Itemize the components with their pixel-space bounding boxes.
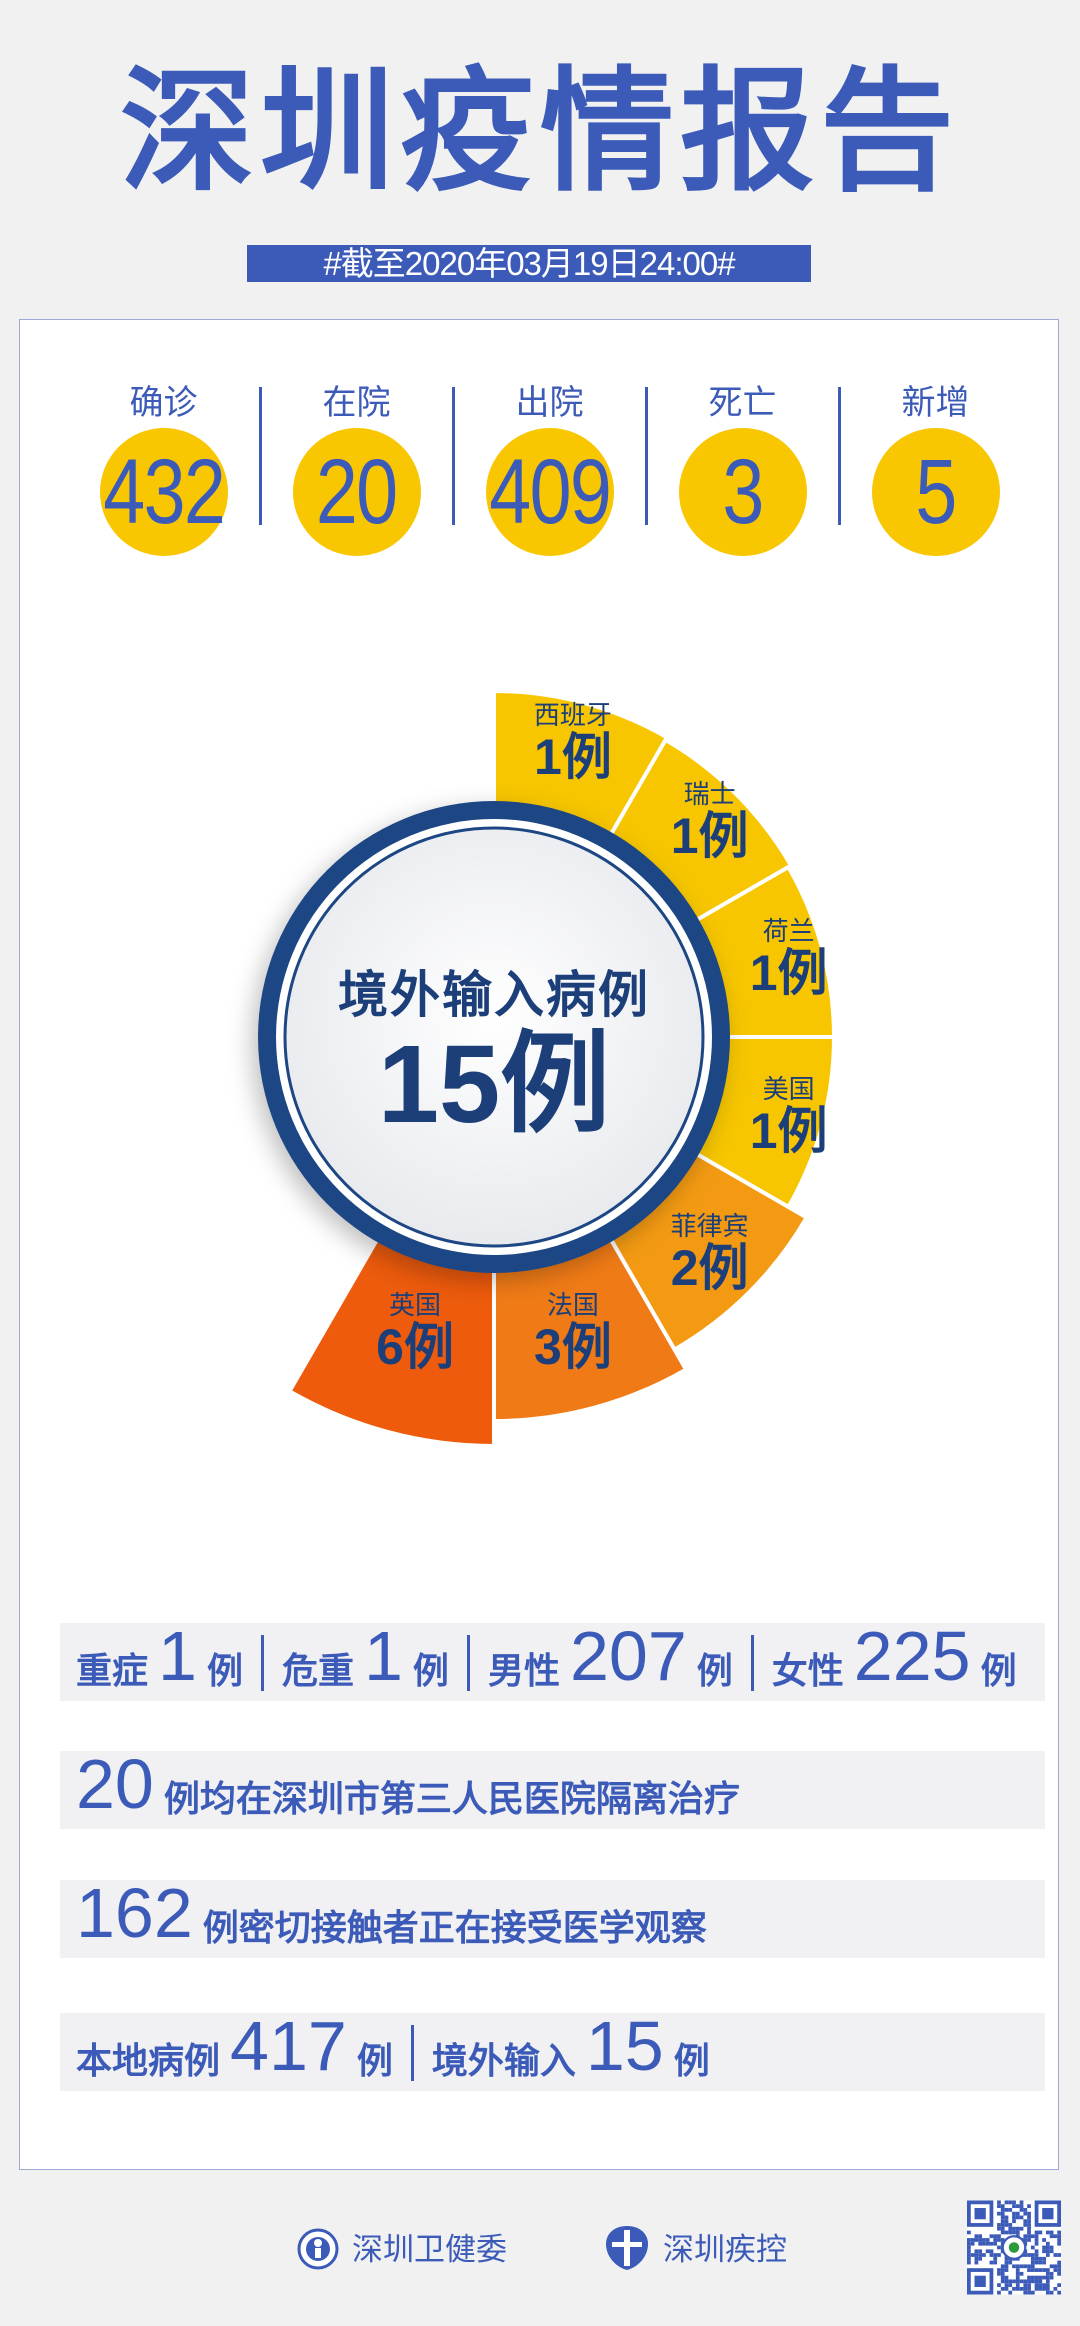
imported-total: 15例: [377, 1023, 611, 1146]
summary-label: 死亡: [708, 384, 777, 422]
detail-unit: 例: [356, 2040, 393, 2081]
wedge-label: 美国 1例: [709, 1074, 869, 1158]
date-banner: #截至2020年03月19日24:00#: [247, 245, 811, 282]
wedge-label: 瑞士 1例: [630, 779, 790, 863]
local-imported-row: 本地病例 417 例 境外输入 15 例: [60, 2007, 1045, 2091]
divider: [260, 1635, 264, 1691]
detail-value: 225: [853, 1617, 971, 1695]
summary-hospitalized: 在院 20: [260, 382, 453, 556]
detail-label: 境外输入: [431, 2040, 576, 2081]
wedge-country: 荷兰: [762, 916, 815, 947]
footer-org-health-commission: 深圳卫健委: [352, 2232, 507, 2267]
detail-value: 162: [76, 1874, 193, 1952]
summary-circle: 3: [678, 428, 807, 556]
summary-circle: 5: [871, 428, 1000, 556]
summary-circle: 432: [99, 428, 228, 556]
detail-text: 例均在深圳市第三人民医院隔离治疗: [163, 1778, 740, 1819]
detail-unit: 例: [673, 2040, 710, 2081]
wedge-country: 英国: [389, 1289, 442, 1320]
divider: [645, 387, 648, 525]
wedge-country: 法国: [546, 1289, 599, 1320]
wedge-count: 3例: [534, 1318, 612, 1375]
health-commission-logo-icon: [297, 2228, 339, 2270]
divider: [410, 2025, 414, 2081]
detail-label: 重症: [76, 1650, 149, 1691]
detail-value: 1: [158, 1617, 197, 1695]
divider: [466, 1635, 470, 1691]
wedge-label: 菲律宾 2例: [630, 1211, 790, 1295]
wedge-count: 2例: [670, 1239, 749, 1296]
detail-label: 女性: [771, 1650, 844, 1691]
detail-text: 例密切接触者正在接受医学观察: [202, 1907, 707, 1948]
wedge-count: 1例: [670, 808, 749, 865]
center-inner-ring: [283, 826, 705, 1248]
summary-label: 新增: [901, 384, 970, 422]
summary-deaths: 死亡 3: [646, 382, 839, 556]
divider: [259, 387, 262, 525]
wedge-country: 西班牙: [533, 700, 612, 731]
detail-unit: 例: [412, 1650, 449, 1691]
detail-unit: 例: [696, 1650, 733, 1691]
divider: [838, 387, 841, 525]
severity-gender-row: 重症 1 例 危重 1 例 男性 207 例 女性 225 例: [60, 1617, 1045, 1701]
wedge-label: 英国 6例: [335, 1290, 495, 1374]
footer-org-cdc: 深圳疾控: [663, 2232, 787, 2267]
wedge-count: 6例: [376, 1318, 454, 1375]
detail-value: 15: [585, 2007, 664, 2085]
summary-confirmed: 确诊 432: [67, 382, 260, 556]
detail-value: 207: [569, 1617, 687, 1695]
summary-discharged: 出院 409: [453, 382, 646, 556]
divider: [452, 387, 455, 525]
summary-value: 3: [722, 441, 764, 543]
wedge-country: 菲律宾: [670, 1210, 749, 1241]
summary-value: 409: [489, 441, 612, 543]
wedge-country: 瑞士: [683, 779, 736, 810]
summary-label: 出院: [515, 384, 584, 422]
page-title: 深圳疫情报告: [119, 58, 960, 207]
wedge-count: 1例: [534, 729, 612, 786]
detail-value: 20: [76, 1745, 154, 1823]
wedge-label: 西班牙 1例: [493, 700, 653, 784]
summary-label: 确诊: [129, 384, 198, 422]
wedge-count: 1例: [749, 1102, 828, 1159]
report-card: [19, 319, 1059, 2170]
close-contacts-row: 162 例密切接触者正在接受医学观察: [60, 1874, 1045, 1958]
detail-value: 1: [363, 1617, 403, 1695]
detail-label: 危重: [281, 1650, 354, 1691]
wedge-count: 1例: [749, 945, 828, 1002]
summary-value: 20: [316, 441, 398, 543]
detail-value: 417: [230, 2007, 347, 2085]
wedge-label: 法国 3例: [493, 1290, 653, 1374]
summary-value: 5: [915, 441, 957, 543]
summary-value: 432: [103, 441, 226, 543]
detail-unit: 例: [980, 1650, 1017, 1691]
wedge-label: 荷兰 1例: [709, 916, 869, 1000]
divider: [750, 1635, 754, 1691]
cdc-logo-icon: [606, 2226, 648, 2270]
imported-label: 境外输入病例: [338, 967, 650, 1023]
qr-code-icon[interactable]: [967, 2199, 1061, 2296]
detail-unit: 例: [206, 1650, 243, 1691]
summary-label: 在院: [322, 384, 391, 422]
summary-circle: 409: [485, 428, 614, 556]
summary-circle: 20: [292, 428, 421, 556]
detail-label: 男性: [487, 1650, 560, 1691]
hospital-row: 20 例均在深圳市第三人民医院隔离治疗: [60, 1745, 1045, 1829]
wedge-country: 美国: [762, 1073, 815, 1104]
detail-label: 本地病例: [76, 2040, 221, 2081]
summary-new: 新增 5: [839, 382, 1032, 556]
